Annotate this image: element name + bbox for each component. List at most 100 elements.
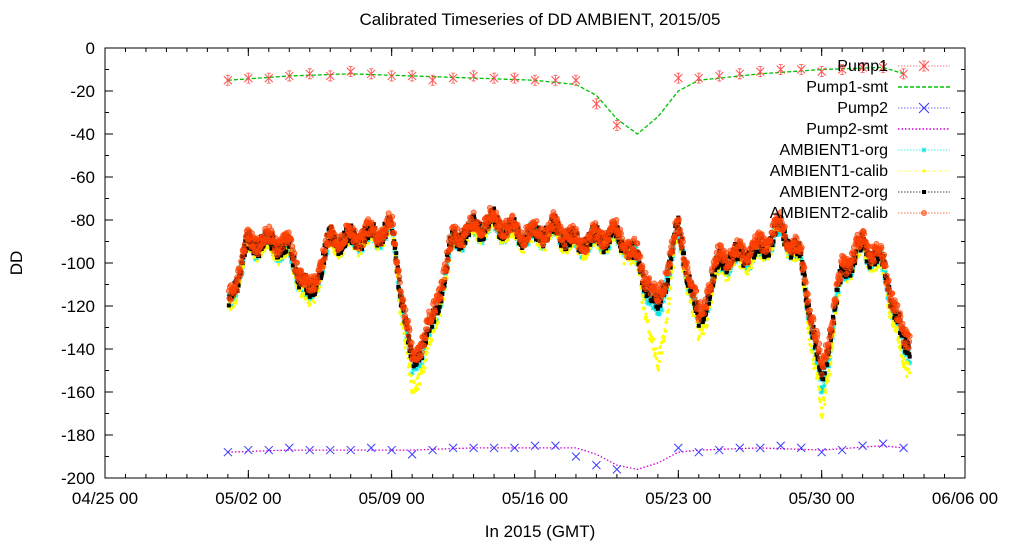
data-point-ambient1-org <box>557 240 563 246</box>
data-point-ambient1-org <box>421 346 427 352</box>
data-point-ambient2-org <box>905 349 910 354</box>
data-point-ambient1-org <box>719 268 725 274</box>
data-point-ambient1-calib <box>660 351 664 355</box>
data-point-ambient2-calib <box>684 264 691 271</box>
data-point-ambient2-org <box>637 260 642 265</box>
data-point-ambient1-org <box>819 388 825 394</box>
data-point-ambient2-calib <box>383 231 389 237</box>
data-point-ambient2-org <box>477 237 482 242</box>
data-point-ambient1-calib <box>894 330 899 334</box>
data-point-ambient2-org <box>707 301 712 306</box>
data-point-ambient1-calib <box>724 278 728 283</box>
data-point-ambient1-calib <box>581 257 585 261</box>
data-point-ambient2-org <box>781 237 786 242</box>
data-point-ambient1-org <box>400 310 406 316</box>
data-point-ambient1-calib <box>837 293 841 297</box>
data-point-ambient2-org <box>817 367 822 372</box>
data-point-ambient2-org <box>669 257 674 262</box>
data-point-ambient1-calib <box>612 238 616 242</box>
data-point-ambient2-org <box>348 237 353 242</box>
data-point-ambient1-org <box>798 255 804 261</box>
data-point-ambient2-org <box>650 297 655 302</box>
data-point-ambient2-org <box>336 252 341 257</box>
data-point-ambient2-org <box>803 288 808 293</box>
data-point-ambient1-calib <box>302 291 306 295</box>
data-point-ambient1-org <box>633 245 639 251</box>
data-point-ambient1-calib <box>845 280 849 284</box>
data-point-ambient2-calib <box>312 286 319 293</box>
data-point-ambient2-calib <box>227 296 234 303</box>
data-point-ambient2-calib <box>691 295 698 302</box>
data-point-ambient2-calib <box>663 282 669 289</box>
data-point-ambient2-org <box>588 242 593 247</box>
data-point-ambient2-calib <box>684 259 690 266</box>
data-point-ambient2-org <box>394 251 399 256</box>
data-point-ambient2-org <box>864 259 869 264</box>
data-point-ambient2-org <box>512 217 517 222</box>
data-point-ambient2-org <box>324 245 329 250</box>
data-point-ambient1-calib <box>430 338 434 342</box>
data-point-ambient2-org <box>611 231 616 236</box>
data-point-ambient1-calib <box>667 302 671 306</box>
data-point-ambient1-calib <box>647 330 651 334</box>
data-point-ambient2-org <box>712 274 717 279</box>
data-point-ambient1-calib <box>807 337 811 342</box>
data-point-ambient2-calib <box>325 240 332 246</box>
data-point-ambient2-org <box>320 271 325 276</box>
data-point-ambient1-calib <box>234 298 239 302</box>
data-point-ambient2-calib <box>402 307 409 313</box>
data-point-ambient2-org <box>809 330 814 335</box>
data-point-ambient2-org <box>713 268 718 273</box>
data-point-ambient2-org <box>696 323 701 328</box>
data-point-ambient1-calib <box>697 334 701 338</box>
data-point-ambient2-calib <box>634 240 641 247</box>
data-point-ambient1-calib <box>434 326 438 330</box>
data-point-ambient2-org <box>342 230 347 235</box>
data-point-ambient1-calib <box>529 240 534 244</box>
data-point-ambient2-calib <box>605 237 612 244</box>
data-point-ambient2-org <box>825 362 830 367</box>
data-point-ambient2-org <box>828 338 833 343</box>
data-point-ambient2-org <box>226 303 231 308</box>
data-point-ambient1-calib <box>668 297 672 301</box>
data-point-ambient2-org <box>766 253 771 258</box>
data-point-ambient1-calib <box>640 300 644 304</box>
data-point-ambient2-org <box>668 265 673 270</box>
data-point-ambient2-org <box>711 282 716 287</box>
data-point-ambient1-org <box>836 290 842 296</box>
data-point-ambient1-org <box>657 305 663 311</box>
data-point-ambient2-org <box>563 239 568 244</box>
data-point-ambient2-calib <box>685 269 691 276</box>
data-point-ambient2-calib <box>437 295 444 302</box>
data-point-ambient2-org <box>322 261 327 266</box>
data-point-ambient1-org <box>663 279 669 285</box>
data-point-ambient2-calib <box>480 230 487 237</box>
data-point-ambient1-calib <box>263 249 267 253</box>
data-point-ambient2-org <box>242 253 247 258</box>
data-point-ambient2-calib <box>639 264 646 271</box>
data-point-ambient1-org <box>644 298 650 304</box>
data-point-ambient1-calib <box>665 317 669 321</box>
data-point-ambient2-calib <box>291 250 298 257</box>
data-point-ambient1-calib <box>658 345 663 349</box>
data-point-ambient1-calib <box>898 348 903 352</box>
data-point-ambient2-org <box>279 253 284 258</box>
data-point-ambient2-calib <box>405 317 411 324</box>
data-point-ambient1-calib <box>276 262 281 266</box>
data-point-ambient1-calib <box>834 311 838 315</box>
data-point-ambient2-calib <box>406 327 413 334</box>
data-point-ambient2-org <box>701 316 706 321</box>
data-point-ambient1-calib <box>435 323 439 327</box>
data-point-ambient2-calib <box>439 285 446 292</box>
data-point-ambient1-calib <box>655 364 659 368</box>
data-point-ambient2-org <box>861 246 866 251</box>
data-point-ambient2-calib <box>385 210 392 217</box>
data-point-ambient2-calib <box>418 349 425 356</box>
data-point-ambient2-calib <box>321 255 328 262</box>
data-point-ambient1-calib <box>908 370 912 375</box>
data-point-ambient1-calib <box>644 312 648 316</box>
data-point-ambient2-org <box>688 289 693 294</box>
data-point-ambient2-org <box>382 221 387 226</box>
data-point-ambient2-calib <box>421 342 427 349</box>
